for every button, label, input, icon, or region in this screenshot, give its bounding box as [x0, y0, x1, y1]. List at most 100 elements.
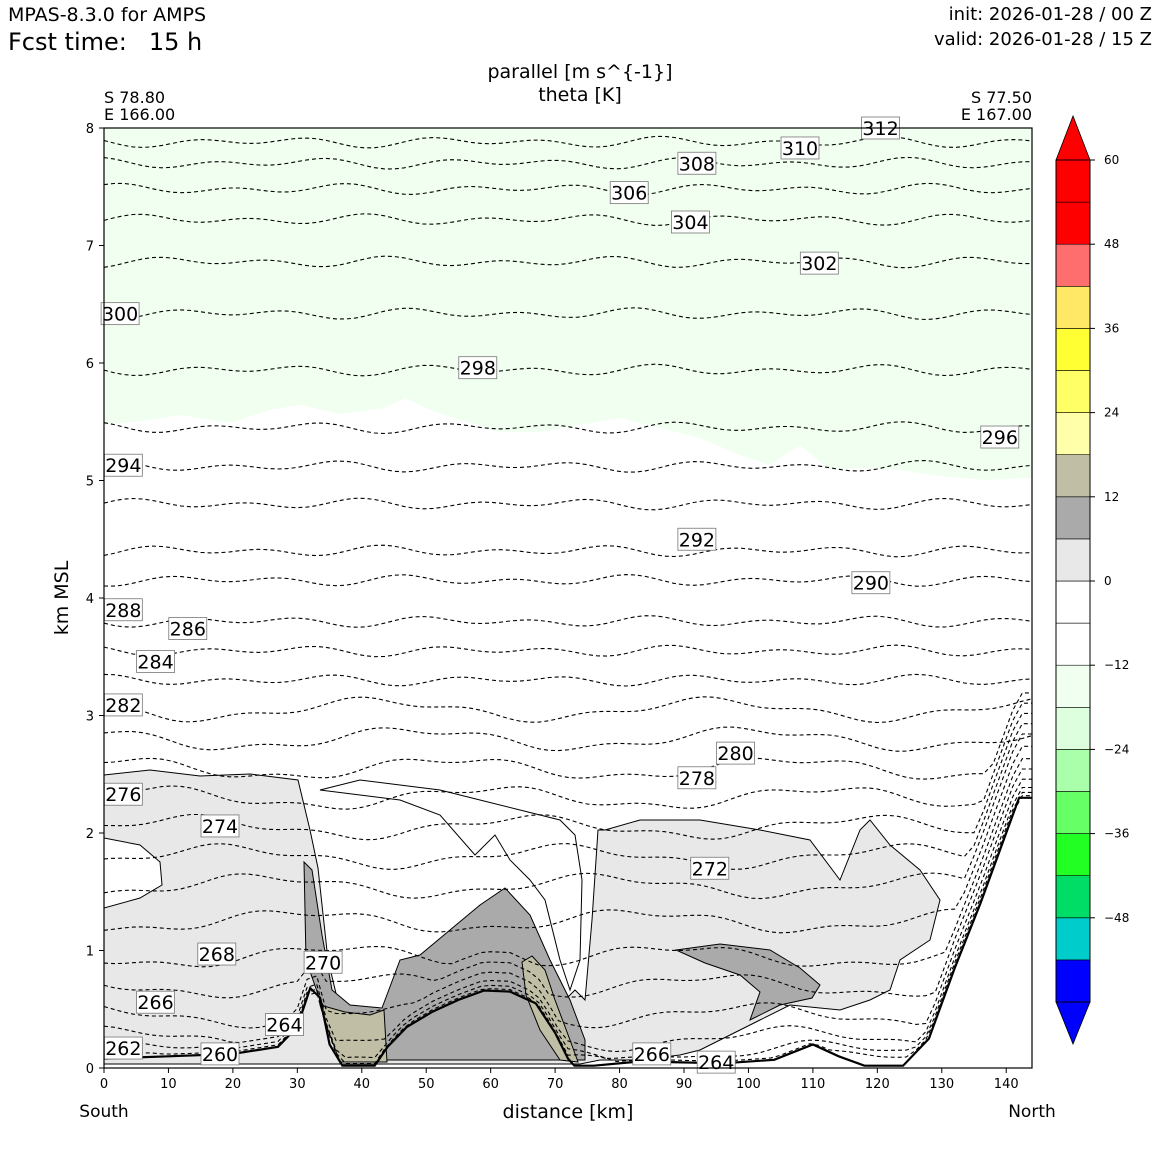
theta-label: 288: [103, 598, 143, 622]
theta-contour-line: [104, 768, 1032, 999]
theta-contour-lines: [104, 135, 1032, 1065]
chart-title-line2: theta [K]: [538, 84, 622, 106]
theta-label: 296: [980, 425, 1020, 449]
colorbar-segment: [1055, 959, 1091, 1003]
theta-label-text: 268: [199, 944, 235, 966]
theta-label-text: 300: [102, 304, 138, 326]
init-time: init: 2026-01-28 / 00 Z: [948, 4, 1152, 25]
theta-label: 280: [716, 741, 755, 765]
x-tick-label: 60: [482, 1077, 499, 1092]
theta-label-text: 288: [105, 600, 141, 622]
theta-label: 262: [103, 1036, 143, 1060]
colorbar-segment: [1055, 749, 1091, 792]
colorbar-segment: [1055, 580, 1091, 624]
theta-label-text: 290: [853, 573, 889, 595]
theta-label-box: [980, 425, 1020, 449]
theta-label-text: 266: [634, 1044, 670, 1066]
x-tick-label: 120: [865, 1077, 890, 1092]
wind-negative-fill-upper: [104, 128, 1032, 480]
colorbar-segment: [1055, 791, 1091, 834]
theta-label: 290: [851, 571, 891, 595]
theta-contour-line: [104, 758, 1032, 968]
theta-label-text: 270: [305, 952, 341, 974]
theta-label-box: [677, 151, 717, 175]
y-tick-label: 0: [86, 1062, 94, 1077]
x-tick-label: 140: [994, 1077, 1019, 1092]
theta-contour-line: [104, 733, 1032, 900]
theta-label: 284: [136, 650, 175, 673]
theta-label-text: 282: [105, 695, 141, 717]
theta-label-box: [851, 571, 891, 595]
x-tick-label: 110: [800, 1077, 825, 1092]
theta-label: 300: [100, 302, 140, 326]
theta-label-box: [716, 741, 755, 765]
theta-label: 286: [168, 617, 208, 641]
valid-time: valid: 2026-01-28 / 15 Z: [934, 29, 1152, 50]
theta-label-text: 278: [679, 768, 715, 790]
right-endpoint-lon: E 167.00: [961, 105, 1032, 124]
colorbar-tick-label: 24: [1104, 406, 1119, 420]
theta-contour-line: [104, 460, 1032, 473]
theta-label: 298: [458, 356, 498, 380]
theta-label-text: 284: [137, 651, 173, 673]
theta-label-text: 264: [266, 1015, 302, 1037]
theta-label-box: [303, 950, 343, 974]
theta-contour-line: [104, 182, 1032, 196]
forecast-time: Fcst time: 15 h: [8, 28, 202, 56]
colorbar-segment: [1055, 496, 1091, 540]
theta-label-box: [632, 1042, 672, 1066]
theta-contour-line: [104, 692, 1032, 780]
theta-label: 292: [677, 527, 717, 551]
theta-contour-line: [104, 615, 1032, 628]
colorbar-segment: [1055, 285, 1091, 329]
theta-contour-labels: 312 310 308 306 304 302 300 298 296 294 292 290 288 2…: [100, 116, 1020, 1074]
theta-label: 306: [609, 181, 649, 205]
forecast-time-label: Fcst time:: [8, 28, 127, 56]
theta-label-text: 302: [801, 253, 837, 275]
x-tick-label: 100: [736, 1077, 761, 1092]
y-tick-label: 3: [86, 710, 94, 725]
theta-contour-line: [104, 791, 1032, 1059]
theta-label-text: 272: [692, 858, 728, 880]
colorbar-segment: [1055, 622, 1091, 666]
theta-label-box: [200, 814, 240, 838]
colorbar-tick-label: 0: [1104, 574, 1112, 588]
theta-contour-line: [104, 255, 1032, 269]
theta-label-box: [677, 766, 717, 790]
theta-label-text: 264: [698, 1052, 734, 1074]
colorbar-tick-label: −36: [1104, 827, 1129, 841]
theta-contour-line: [104, 497, 1032, 511]
colorbar-segment: [1055, 917, 1091, 961]
colorbar: 60 48 36 24 12 0 −12 −24 −36 −48: [1055, 114, 1129, 1046]
theta-contour-line: [104, 778, 1032, 1029]
colorbar-tick-label: 12: [1104, 490, 1119, 504]
theta-label: 274: [200, 814, 240, 838]
theta-contour-line: [104, 786, 1032, 1053]
theta-contour-line: [104, 712, 1032, 841]
theta-label: 310: [780, 136, 820, 160]
colorbar-segment: [1055, 412, 1091, 456]
x-axis-left-label: South: [79, 1102, 128, 1122]
theta-label-box: [136, 990, 175, 1014]
colorbar-segment: [1055, 454, 1091, 498]
y-tick-label: 4: [86, 592, 94, 607]
x-tick-label: 50: [418, 1077, 435, 1092]
theta-contour-line: [104, 795, 1032, 1065]
theta-label-text: 310: [782, 138, 818, 160]
theta-contour-line: [104, 673, 1032, 687]
theta-label-box: [200, 1042, 240, 1066]
colorbar-tick-label: 36: [1104, 321, 1119, 335]
theta-label: 260: [200, 1042, 240, 1066]
y-tick-label: 7: [86, 240, 94, 255]
theta-label: 266: [136, 990, 175, 1014]
x-tick-label: 30: [289, 1077, 306, 1092]
theta-label-box: [799, 251, 839, 275]
theta-label: 308: [677, 151, 717, 175]
theta-contour-line: [104, 544, 1032, 558]
theta-label: 276: [103, 782, 143, 806]
theta-label-box: [458, 356, 498, 380]
theta-label-text: 304: [672, 212, 708, 234]
y-tick-label: 1: [86, 945, 94, 960]
theta-contour-line: [104, 723, 1032, 870]
theta-contour-line: [104, 421, 1032, 435]
